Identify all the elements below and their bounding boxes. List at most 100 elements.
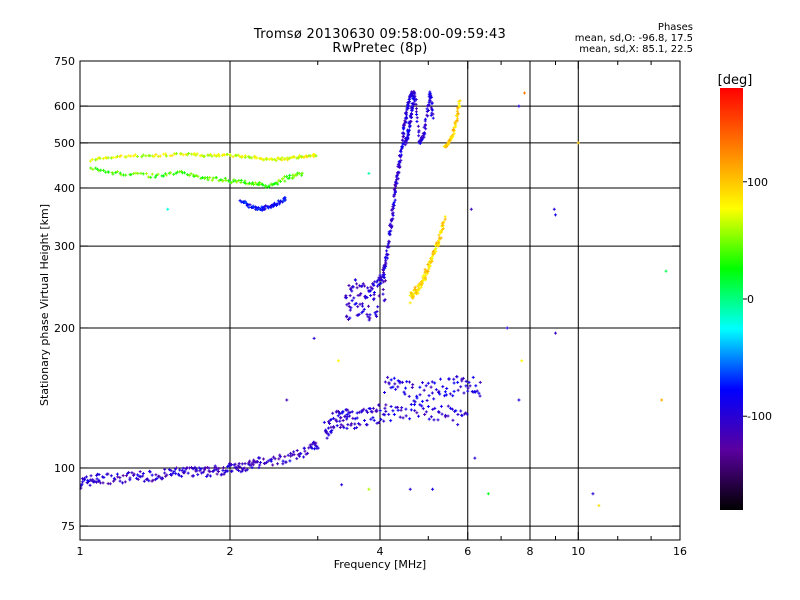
data-point <box>348 414 352 418</box>
data-point <box>396 177 400 181</box>
data-point <box>383 380 387 384</box>
data-point <box>91 167 95 171</box>
data-point <box>377 282 381 286</box>
data-point <box>462 391 466 395</box>
data-point <box>382 271 386 275</box>
data-point <box>312 440 316 444</box>
data-point <box>259 461 263 465</box>
data-point <box>466 389 470 393</box>
data-point <box>474 390 478 394</box>
data-point <box>392 413 396 417</box>
data-point <box>295 448 299 452</box>
data-point <box>252 458 256 462</box>
data-point <box>266 205 270 209</box>
data-point <box>348 294 352 298</box>
data-point <box>424 410 428 414</box>
data-point <box>460 414 464 418</box>
data-point <box>94 166 98 170</box>
data-point <box>405 141 409 145</box>
data-point <box>366 315 370 319</box>
data-point <box>129 173 133 177</box>
data-point <box>380 278 384 282</box>
data-point <box>441 227 445 231</box>
data-point <box>452 128 456 132</box>
chart-title: Tromsø 20130630 09:58:00-09:59:43 <box>253 27 507 42</box>
data-point <box>236 464 240 468</box>
data-point <box>418 403 422 407</box>
data-point <box>464 384 468 388</box>
data-point <box>138 470 142 474</box>
data-point <box>371 406 375 410</box>
data-point <box>199 176 203 180</box>
data-point <box>424 384 428 388</box>
data-point <box>115 472 119 476</box>
data-point <box>415 112 419 116</box>
data-point <box>395 178 399 182</box>
data-point <box>253 181 257 185</box>
data-point <box>422 388 426 392</box>
data-point <box>183 171 187 175</box>
data-point <box>302 155 306 159</box>
data-point <box>397 163 401 167</box>
data-point <box>355 286 359 290</box>
data-point <box>426 381 430 385</box>
data-point <box>372 283 376 287</box>
data-point <box>413 99 417 103</box>
data-point <box>145 477 149 481</box>
y-tick-label: 100 <box>54 462 75 475</box>
data-point <box>387 240 391 244</box>
data-point <box>408 293 412 297</box>
x-tick-label: 2 <box>227 545 234 558</box>
data-point <box>228 464 232 468</box>
data-point <box>372 418 376 422</box>
data-point <box>427 103 431 107</box>
data-point <box>469 207 473 211</box>
data-point <box>237 468 241 472</box>
data-point <box>106 156 110 160</box>
data-point <box>423 131 427 135</box>
data-point <box>368 313 372 317</box>
data-point <box>124 474 128 478</box>
data-point <box>452 381 456 385</box>
data-point <box>157 474 161 478</box>
data-point <box>389 419 393 423</box>
data-point <box>141 474 145 478</box>
data-point <box>338 419 342 423</box>
data-point <box>263 461 267 465</box>
data-point <box>429 385 433 389</box>
data-point <box>386 375 390 379</box>
data-point <box>429 113 433 117</box>
data-point <box>116 475 120 479</box>
data-point <box>89 478 93 482</box>
data-point <box>404 139 408 143</box>
data-point <box>552 207 556 211</box>
data-point <box>111 172 115 176</box>
data-point <box>411 294 415 298</box>
data-point <box>314 441 318 445</box>
data-point <box>432 418 436 422</box>
data-point <box>348 411 352 415</box>
data-point <box>186 471 190 475</box>
data-point <box>232 178 236 182</box>
data-point <box>370 410 374 414</box>
data-point <box>355 426 359 430</box>
data-point <box>258 463 262 467</box>
data-point <box>215 154 219 158</box>
data-point <box>409 91 413 95</box>
data-point <box>376 305 380 309</box>
data-point <box>324 429 328 433</box>
data-point <box>405 380 409 384</box>
data-point <box>267 185 271 189</box>
data-point <box>335 419 339 423</box>
data-point <box>430 391 434 395</box>
data-point <box>391 385 395 389</box>
data-point <box>84 475 88 479</box>
data-point <box>124 173 128 177</box>
data-point <box>214 175 218 179</box>
data-point <box>417 287 421 291</box>
data-point <box>180 474 184 478</box>
data-point <box>401 134 405 138</box>
data-point <box>195 469 199 473</box>
data-point <box>130 471 134 475</box>
data-point <box>111 155 115 159</box>
